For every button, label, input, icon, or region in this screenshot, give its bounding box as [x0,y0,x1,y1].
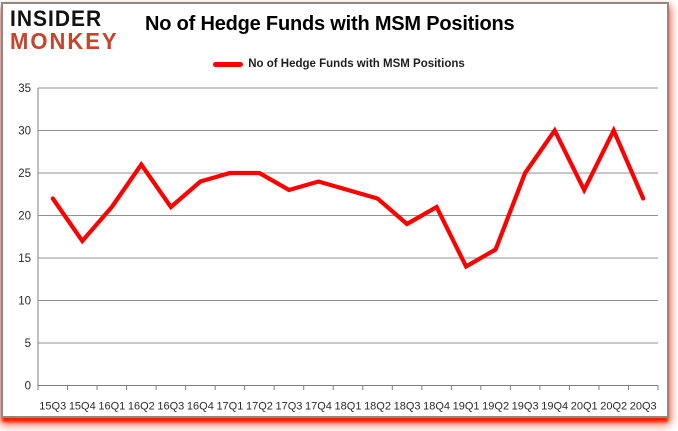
x-tick-label: 16Q2 [128,401,155,413]
x-tick-label: 19Q1 [453,401,480,413]
y-tick-label: 20 [18,211,31,223]
x-tick-label: 15Q4 [69,401,96,413]
x-tick-label: 15Q3 [39,401,66,413]
legend-label: No of Hedge Funds with MSM Positions [248,58,465,70]
series-line [50,125,646,270]
x-tick-label: 17Q1 [216,401,243,413]
y-tick-label: 0 [25,381,31,393]
y-tick-label: 30 [18,126,31,138]
x-tick-label: 20Q2 [600,401,627,413]
logo-line-insider: INSIDER [10,6,103,32]
logo-line-monkey: MONKEY [10,27,119,55]
x-tick-label: 18Q3 [394,401,421,413]
y-tick-label: 25 [18,168,31,180]
chart-title: No of Hedge Funds with MSM Positions [145,13,515,35]
chart-frame [1,2,669,418]
y-tick-label: 5 [25,338,31,350]
x-tick-label: 20Q1 [571,401,598,413]
x-tick-label: 19Q2 [482,401,509,413]
x-tick-label: 16Q4 [187,401,214,413]
x-tick-label: 17Q2 [246,401,273,413]
y-tick-label: 15 [18,253,31,265]
legend-line-swatch [213,61,244,67]
insider-monkey-logo: INSIDER MONKEY [10,6,119,55]
x-tick-label: 18Q4 [423,401,450,413]
x-tick-label: 20Q3 [630,401,657,413]
x-tick-label: 16Q1 [98,401,125,413]
y-tick-label: 10 [18,296,31,308]
legend: No of Hedge Funds with MSM Positions [0,55,678,73]
x-tick-label: 17Q4 [305,401,332,413]
x-tick-label: 17Q3 [275,401,302,413]
x-tick-label: 18Q1 [335,401,362,413]
x-tick-label: 19Q3 [512,401,539,413]
x-tick-label: 18Q2 [364,401,391,413]
y-tick-label: 35 [18,83,31,95]
x-tick-label: 16Q3 [157,401,184,413]
x-tick-label: 19Q4 [541,401,568,413]
